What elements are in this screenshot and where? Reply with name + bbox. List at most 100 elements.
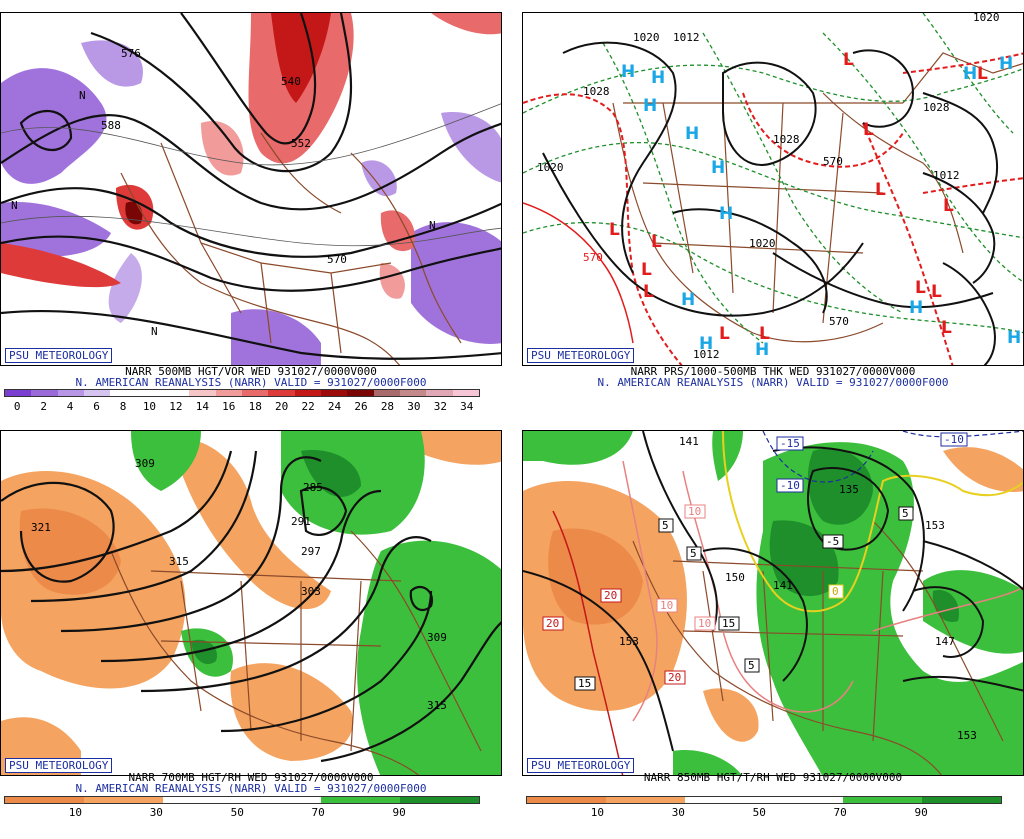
rh-tick-label: 10 [590, 806, 605, 819]
high-pressure-marker: H [643, 96, 657, 116]
map-700mb-svg: 309 321 315 285 291 297 303 309 315 [1, 431, 501, 775]
color-swatch [426, 390, 453, 396]
scale-tick-label: 16 [222, 400, 236, 413]
contour-label: 309 [427, 631, 447, 644]
panel-850mb-temp-rh: 141 -15 -10 -10 135 10 5 5 153 150 20 10 [522, 430, 1024, 839]
isobar-label: 1028 [773, 133, 800, 146]
color-swatch [189, 390, 216, 396]
scale-tick-label: 26 [354, 400, 368, 413]
scale-tick-label: 6 [93, 400, 100, 413]
rh-swatch [843, 797, 922, 803]
temperature-label: 20 [668, 671, 681, 684]
color-swatch [347, 390, 374, 396]
color-swatch [399, 390, 427, 396]
contour-label: 303 [301, 585, 321, 598]
color-swatch [241, 390, 269, 396]
caption-line-2: N. AMERICAN REANALYSIS (NARR) VALID = 93… [597, 376, 949, 389]
low-pressure-marker: L [931, 282, 942, 302]
high-pressure-marker: H [1007, 328, 1021, 348]
color-swatch [294, 390, 321, 396]
high-pressure-marker: H [963, 64, 977, 84]
scale-tick-label: 18 [248, 400, 262, 413]
isobar-label: 1020 [633, 31, 660, 44]
isobar-label: 1012 [693, 348, 720, 361]
scale-tick-label: 12 [169, 400, 183, 413]
isobar-label: 1020 [973, 13, 1000, 24]
contour-label: 315 [427, 699, 447, 712]
isobar-label: 1012 [673, 31, 700, 44]
rh-swatch [606, 797, 685, 803]
rh-swatch [5, 797, 84, 803]
high-pressure-marker: H [621, 62, 635, 82]
low-pressure-marker: L [609, 220, 620, 240]
contour-label: 540 [281, 75, 301, 88]
low-pressure-marker: L [941, 318, 952, 338]
rh-swatch [400, 797, 479, 803]
map-850mb-svg: 141 -15 -10 -10 135 10 5 5 153 150 20 10 [523, 431, 1023, 775]
contour-label: 315 [169, 555, 189, 568]
temperature-label: 0 [832, 585, 839, 598]
contour-label: N [151, 325, 158, 338]
caption-line-1: NARR 500MB HGT/VOR WED 931027/0000V000 [125, 365, 377, 378]
height-label: 150 [725, 571, 745, 584]
psu-meteorology-badge: PSU METEOROLOGY [527, 348, 635, 363]
low-pressure-marker: L [843, 50, 854, 70]
map-500mb-svg: 576 588 540 552 570 N N N N [1, 13, 501, 365]
temperature-label: -10 [944, 433, 964, 446]
map-700mb: 309 321 315 285 291 297 303 309 315 PSU … [0, 430, 502, 776]
rh-swatch [84, 797, 163, 803]
map-850mb: 141 -15 -10 -10 135 10 5 5 153 150 20 10 [522, 430, 1024, 776]
height-label: 153 [925, 519, 945, 532]
scale-tick-label: 8 [119, 400, 127, 413]
color-swatch [83, 390, 111, 396]
rh-swatch [527, 797, 606, 803]
rh-tick-label: 70 [833, 806, 847, 819]
temperature-label: 15 [578, 677, 591, 690]
isobar-label: 1020 [749, 237, 776, 250]
rh-color-scale-ticks: 10 30 50 70 90 [4, 806, 480, 820]
rh-swatch [321, 797, 400, 803]
thickness-label: 570 [583, 251, 603, 264]
rh-tick-label: 30 [149, 806, 163, 819]
rh-color-scale-ticks: 10 30 50 70 90 [526, 806, 1002, 820]
rh-tick-label: 90 [914, 806, 928, 819]
contour-label: N [79, 89, 86, 102]
low-pressure-marker: L [651, 232, 662, 252]
rh-color-scale-bar [4, 796, 480, 804]
caption-line-1: NARR 850MB HGT/T/RH WED 931027/0000V000 [643, 771, 903, 784]
temperature-label: 5 [902, 507, 909, 520]
high-pressure-marker: H [909, 298, 923, 318]
scale-tick-label: 14 [195, 400, 209, 413]
contour-label: N [11, 199, 18, 212]
scale-tick-label: 30 [407, 400, 421, 413]
contour-label: 552 [291, 137, 311, 150]
height-label: 153 [619, 635, 639, 648]
low-pressure-marker: L [875, 180, 886, 200]
high-pressure-marker: H [651, 68, 665, 88]
low-pressure-marker: L [863, 120, 874, 140]
color-swatch [57, 390, 84, 396]
color-swatch [320, 390, 348, 396]
high-pressure-marker: H [755, 340, 769, 360]
isobar-label: 1020 [537, 161, 564, 174]
contour-label: 570 [327, 253, 347, 266]
isobar-label: 1012 [933, 169, 960, 182]
high-pressure-marker: H [685, 124, 699, 144]
color-swatch [373, 390, 400, 396]
panel-500mb-vorticity: 576 588 540 552 570 N N N N PSU METEOROL… [0, 12, 502, 421]
low-pressure-marker: L [915, 278, 926, 298]
high-pressure-marker: H [699, 334, 713, 354]
temperature-label: 20 [604, 589, 617, 602]
caption-line-1: NARR PRS/1000-500MB THK WED 931027/0000V… [630, 365, 916, 378]
color-swatch [136, 390, 163, 396]
high-pressure-marker: H [719, 204, 733, 224]
scale-tick-label: 22 [301, 400, 315, 413]
panel-700mb-rh: 309 321 315 285 291 297 303 309 315 PSU … [0, 430, 502, 839]
panel-mslp-thickness: 1020 1012 1028 1020 1028 1020 1012 1012 … [522, 12, 1024, 421]
contour-label: 588 [101, 119, 121, 132]
isobar-label: 1028 [583, 85, 610, 98]
color-swatch [452, 390, 479, 396]
temperature-label: 10 [660, 599, 673, 612]
low-pressure-marker: L [641, 260, 652, 280]
rh-swatch [163, 797, 242, 803]
